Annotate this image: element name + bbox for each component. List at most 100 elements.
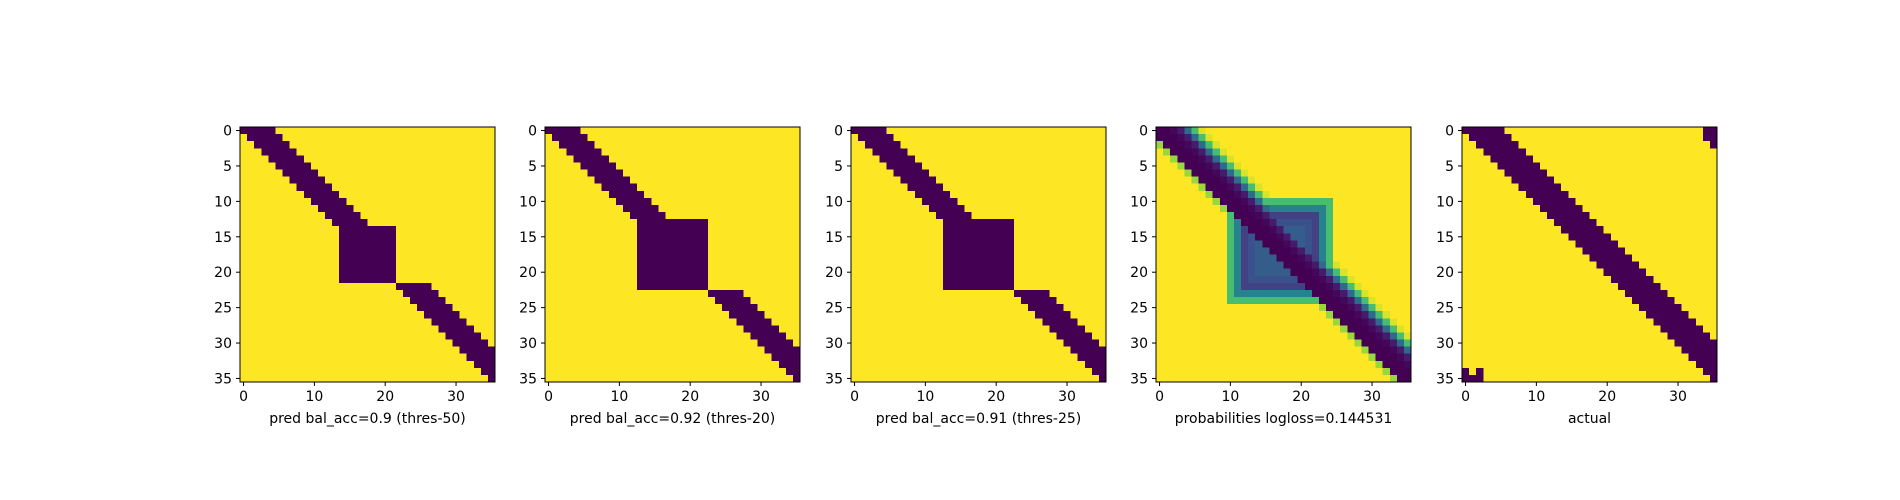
heatmap-cell (1226, 304, 1235, 312)
heatmap-cell (936, 247, 944, 255)
heatmap-cell (452, 304, 460, 312)
heatmap-cell (268, 268, 276, 277)
heatmap-cell (865, 190, 873, 199)
heatmap-cell (999, 353, 1008, 362)
heatmap-cell (374, 346, 383, 355)
heatmap-cell (1375, 297, 1384, 305)
heatmap-cell (438, 162, 446, 170)
heatmap-cell (729, 346, 737, 355)
heatmap-cell (985, 353, 994, 362)
heatmap-cell (1198, 304, 1206, 312)
heatmap-cell (1396, 297, 1405, 305)
heatmap-cell (1340, 254, 1348, 262)
heatmap-cell (1389, 127, 1398, 135)
heatmap-cell (559, 318, 567, 326)
heatmap-cell (778, 353, 787, 362)
heatmap-cell (580, 240, 588, 248)
heatmap-cell (1269, 233, 1277, 241)
heatmap-cell (1248, 141, 1256, 149)
heatmap-cell (1269, 219, 1277, 227)
heatmap-cell (715, 339, 723, 347)
heatmap-cell (1077, 219, 1086, 227)
heatmap-cell (1233, 261, 1242, 270)
heatmap-cell (445, 219, 453, 227)
heatmap-cell (459, 212, 468, 220)
heatmap-cell (1318, 212, 1327, 220)
heatmap-cell (303, 332, 312, 340)
heatmap-cell (1028, 289, 1036, 298)
heatmap-cell (438, 183, 446, 192)
heatmap-cell (644, 261, 652, 270)
heatmap-cell (743, 254, 751, 262)
heatmap-cell (651, 155, 659, 163)
heatmap-cell (893, 325, 901, 333)
heatmap-cell (1333, 162, 1341, 170)
heatmap-cell (736, 183, 744, 192)
heatmap-cell (573, 304, 581, 312)
heatmap-cell (303, 204, 312, 213)
heatmap-cell (1063, 332, 1071, 340)
heatmap-cell (254, 197, 262, 206)
heatmap-cell (240, 240, 248, 248)
heatmap-cell (886, 134, 894, 142)
heatmap-cell (1382, 219, 1391, 227)
heatmap-cell (346, 141, 354, 149)
heatmap-cell (395, 219, 404, 227)
heatmap-cell (978, 183, 986, 192)
heatmap-cell (601, 219, 610, 227)
heatmap-cell (466, 304, 475, 312)
heatmap-cell (402, 339, 411, 347)
heatmap-cell (367, 332, 375, 340)
heatmap-cell (907, 226, 916, 234)
heatmap-cell (637, 304, 645, 312)
heatmap-cell (1021, 197, 1029, 206)
heatmap-cell (1333, 134, 1341, 142)
heatmap-cell (346, 367, 354, 376)
heatmap-cell (374, 127, 383, 135)
heatmap-cell (608, 332, 617, 340)
heatmap-cell (1077, 261, 1086, 270)
heatmap-cell (310, 360, 319, 369)
heatmap-cell (452, 127, 460, 135)
heatmap-cell (729, 311, 737, 319)
heatmap-cell (268, 275, 276, 284)
heatmap-cell (587, 268, 595, 277)
heatmap-cell (346, 190, 354, 199)
heatmap-cell (1255, 311, 1263, 319)
heatmap-cell (651, 219, 659, 227)
heatmap-cell (573, 204, 581, 213)
heatmap-cell (1368, 240, 1376, 248)
heatmap-cell (552, 353, 560, 362)
heatmap-cell (608, 134, 617, 142)
heatmap-cell (1333, 219, 1341, 227)
heatmap-cell (1347, 162, 1355, 170)
heatmap-cell (346, 311, 354, 319)
heatmap-cell (325, 148, 333, 156)
heatmap-cell (388, 325, 397, 333)
heatmap-cell (1006, 325, 1015, 333)
heatmap-cell (792, 162, 801, 170)
heatmap-cell (900, 268, 909, 277)
heatmap-cell (1382, 134, 1391, 142)
heatmap-cell (1091, 367, 1100, 376)
heatmap-cell (686, 311, 695, 319)
heatmap-cell (1248, 134, 1256, 142)
heatmap-cell (736, 162, 744, 170)
heatmap-cell (402, 367, 411, 376)
heatmap-cell (943, 325, 951, 333)
heatmap-cell (992, 155, 1001, 163)
heatmap-cell (914, 176, 923, 185)
heatmap-cell (1091, 318, 1100, 326)
heatmap-cell (622, 311, 631, 319)
heatmap-cell (771, 318, 780, 326)
heatmap-cell (1028, 197, 1036, 206)
heatmap-cell (1077, 240, 1086, 248)
heatmap-cell (275, 311, 283, 319)
heatmap-cell (480, 353, 489, 362)
heatmap-cell (473, 353, 482, 362)
heatmap-cell (715, 134, 723, 142)
x-tick-label: 10 (305, 389, 323, 405)
heatmap-cell (1241, 318, 1249, 326)
heatmap-cell (1340, 141, 1348, 149)
heatmap-cell (445, 212, 453, 220)
